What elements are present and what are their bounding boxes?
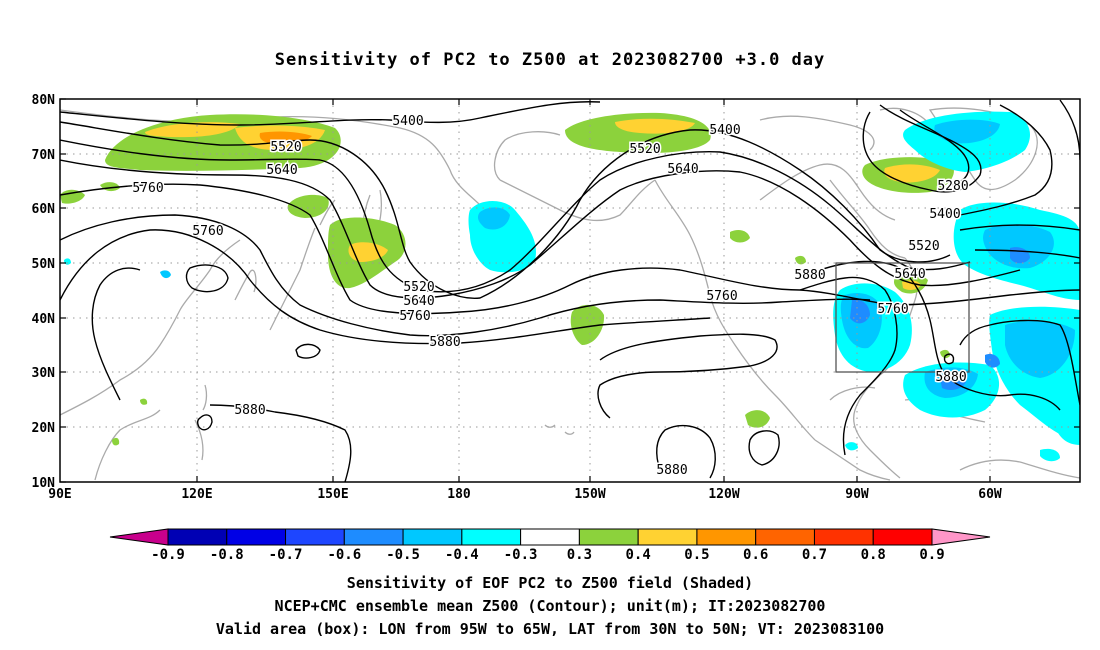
lat-label: 20N [32,421,56,436]
colorbar-tick-label: 0.8 [861,547,886,563]
lat-label: 60N [32,202,56,217]
lon-label: 120W [708,487,739,502]
contour-label: 5880 [935,370,966,385]
colorbar-tick-label: -0.8 [210,547,244,563]
contour-label: 5520 [629,142,660,157]
lat-label: 30N [32,366,56,381]
contour-label: 5760 [706,289,737,304]
colorbar-swatch [520,528,580,546]
colorbar-swatch [461,528,522,546]
longitude-labels: 90E 120E 150E 180 150W 120W 90W 60W [48,487,1002,502]
lat-label: 80N [32,93,56,108]
colorbar-swatch [696,528,757,546]
colorbar-tick-label: 0.7 [802,547,827,563]
colorbar-swatch [343,528,404,546]
colorbar-swatch [637,528,698,546]
chart-title: Sensitivity of PC2 to Z500 at 2023082700… [274,50,826,70]
contour-label: 5880 [656,463,687,478]
colorbar-swatch [813,528,874,546]
contour-label: 5760 [399,309,430,324]
contour-label: 5760 [192,224,223,239]
colorbar-arrow-high [931,528,991,546]
contour-label: 5520 [403,280,434,295]
colorbar-tick-label: -0.9 [151,547,185,563]
contour-label: 5640 [403,294,434,309]
lon-label: 90E [48,487,71,502]
colorbar-tick-label: 0.4 [626,547,651,563]
colorbar-tick-label: 0.9 [919,547,944,563]
colorbar-swatch [402,528,463,546]
contour-label: 5640 [667,162,698,177]
colorbar-swatch [578,528,639,546]
colorbar: -0.9 -0.8 -0.7 -0.6 -0.5 -0.4 -0.3 0.3 0.4 0.5 0.6… [109,528,991,563]
colorbar-swatch [872,528,933,546]
colorbar-tick-label: -0.3 [504,547,538,563]
contour-label: 5640 [894,267,925,282]
colorbar-tick-label: -0.5 [386,547,420,563]
gridlines [60,99,1080,482]
contour-label: 5520 [908,239,939,254]
map-frame [59,98,1081,483]
colorbar-tick-label: -0.4 [445,547,479,563]
lat-label: 10N [32,476,56,491]
colorbar-swatch [755,528,815,546]
latitude-labels: 80N 70N 60N 50N 40N 30N 20N 10N [32,93,56,491]
caption-shading: Sensitivity of EOF PC2 to Z500 field (Sh… [346,574,754,592]
lon-label: 180 [447,487,471,502]
lat-label: 50N [32,257,56,272]
colorbar-tick-label: -0.7 [269,547,303,563]
lon-label: 120E [181,487,212,502]
lon-label: 90W [845,487,869,502]
colorbar-swatch [167,528,228,546]
contour-label: 5400 [392,114,423,129]
contour-label: 5400 [929,207,960,222]
colorbar-tick-label: 0.6 [743,547,768,563]
lon-label: 60W [978,487,1002,502]
contour-label: 5760 [877,302,908,317]
contour-label: 5280 [937,179,968,194]
lon-label: 150W [574,487,605,502]
contour-label: 5880 [429,335,460,350]
contour-label: 5400 [709,123,740,138]
valid-area-box [835,262,970,373]
caption-valid-area: Valid area (box): LON from 95W to 65W, L… [215,620,885,638]
tick-marks [60,98,1080,483]
contour-labels: 5400 5520 5640 5760 5760 5400 5520 5640 … [131,113,970,480]
contour-label: 5880 [794,268,825,283]
shaded-sensitivity-regions [60,111,1080,462]
lat-label: 70N [32,148,56,163]
lon-label: 150E [317,487,348,502]
colorbar-arrow-low [109,528,169,546]
colorbar-tick-label: 0.3 [567,547,592,563]
caption-contour: NCEP+CMC ensemble mean Z500 (Contour); u… [274,597,826,615]
lat-label: 40N [32,312,56,327]
colorbar-tick-label: -0.6 [327,547,361,563]
colorbar-swatch [285,528,345,546]
colorbar-tick-label: 0.5 [684,547,709,563]
contour-label: 5640 [266,163,297,178]
contour-label: 5760 [132,181,163,196]
contour-label: 5520 [270,140,301,155]
colorbar-swatch [226,528,287,546]
contour-label: 5880 [234,403,265,418]
